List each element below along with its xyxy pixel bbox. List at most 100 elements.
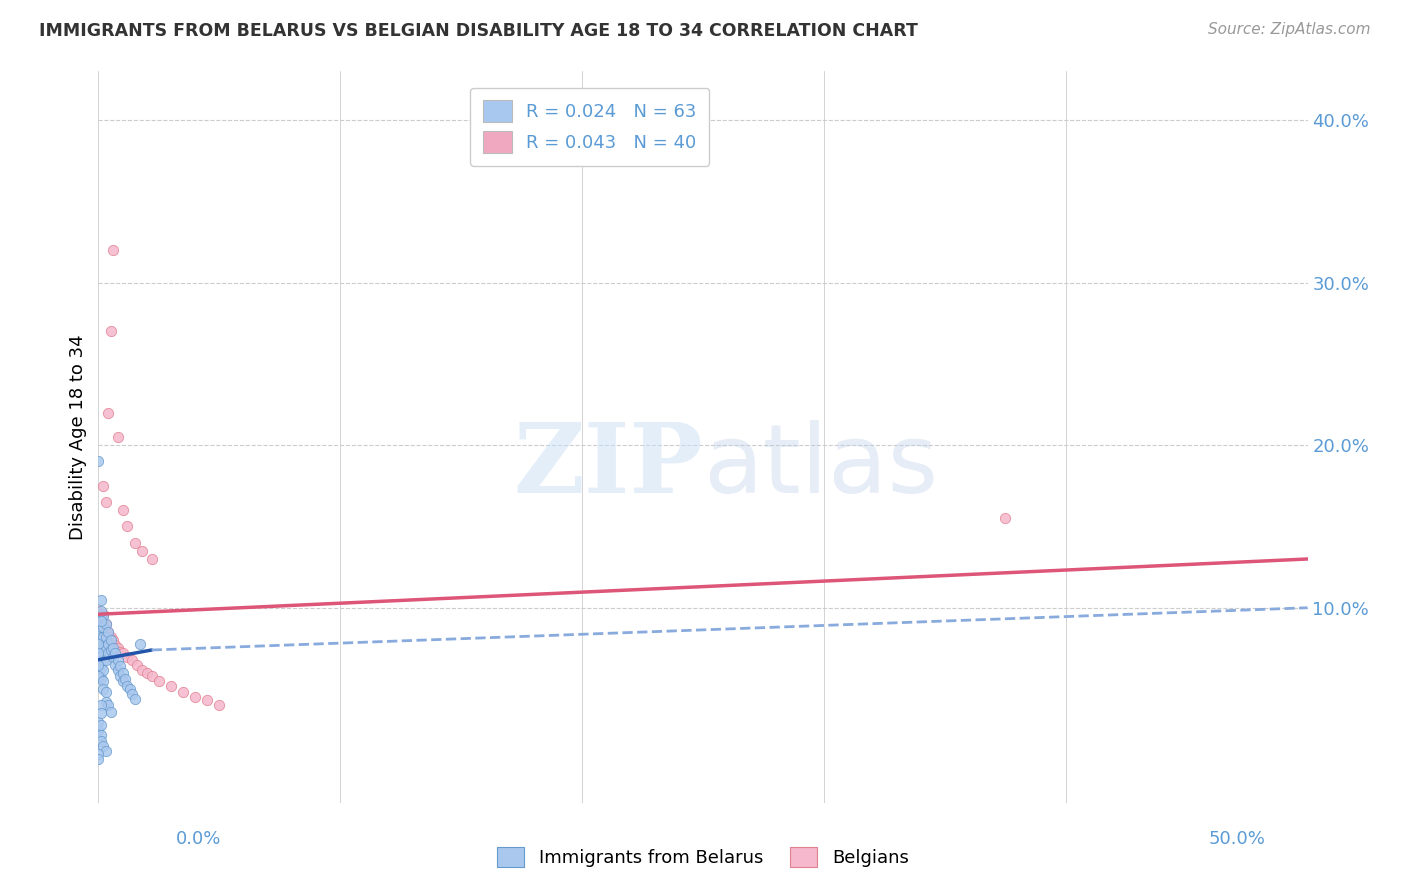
Point (111, 646, 134, 660)
Point (97, 625, 120, 640)
Point (114, 673, 136, 687)
Point (90, 698, 112, 713)
Point (121, 687, 143, 701)
Point (100, 705, 122, 719)
Point (90, 608, 112, 623)
Point (107, 663, 129, 677)
Point (184, 690, 207, 705)
Point (91, 630, 114, 644)
Point (131, 544, 153, 558)
Point (160, 679, 183, 693)
Point (91, 739, 114, 753)
Point (135, 665, 157, 680)
Text: Source: ZipAtlas.com: Source: ZipAtlas.com (1208, 22, 1371, 37)
Point (97, 406, 120, 420)
Point (94, 630, 117, 644)
Point (107, 641, 129, 656)
Point (100, 636, 122, 650)
Point (117, 649, 139, 664)
Point (90, 620, 112, 634)
Text: 50.0%: 50.0% (1209, 830, 1265, 847)
Point (91, 620, 114, 634)
Point (87, 747, 110, 761)
Point (87, 604, 110, 618)
Point (117, 519, 139, 533)
Point (91, 641, 114, 656)
Point (90, 706, 112, 721)
Point (90, 607, 112, 622)
Point (172, 685, 194, 699)
Legend: R = 0.024   N = 63, R = 0.043   N = 40: R = 0.024 N = 63, R = 0.043 N = 40 (470, 87, 709, 166)
Point (100, 325, 122, 339)
Point (111, 665, 134, 680)
Point (90, 641, 112, 656)
Point (97, 636, 120, 650)
Text: atlas: atlas (703, 420, 938, 513)
Point (121, 653, 143, 667)
Point (108, 645, 131, 659)
Point (90, 661, 112, 675)
Point (97, 625, 120, 640)
Point (111, 503, 134, 517)
Point (141, 552, 163, 566)
Text: IMMIGRANTS FROM BELARUS VS BELGIAN DISABILITY AGE 18 TO 34 CORRELATION CHART: IMMIGRANTS FROM BELARUS VS BELGIAN DISAB… (39, 22, 918, 40)
Point (100, 643, 122, 657)
Point (131, 663, 153, 677)
Point (208, 698, 231, 713)
Point (94, 617, 117, 632)
Point (94, 641, 117, 656)
Point (128, 636, 150, 650)
Point (91, 653, 114, 667)
Point (101, 649, 124, 664)
Point (94, 495, 117, 509)
Point (90, 604, 112, 618)
Point (90, 592, 112, 607)
Point (91, 608, 114, 623)
Text: ZIP: ZIP (513, 419, 703, 513)
Point (91, 673, 114, 688)
Point (87, 646, 110, 660)
Point (94, 625, 117, 640)
Point (87, 714, 110, 729)
Point (104, 638, 127, 652)
Point (87, 454, 110, 468)
Point (994, 511, 1017, 525)
Point (90, 614, 112, 628)
Point (94, 695, 117, 709)
Point (117, 679, 139, 693)
Point (90, 649, 112, 664)
Legend: Immigrants from Belarus, Belgians: Immigrants from Belarus, Belgians (491, 839, 915, 874)
Point (118, 681, 141, 696)
Point (97, 633, 120, 648)
Point (101, 633, 124, 648)
Point (91, 479, 114, 493)
Point (108, 669, 131, 683)
Point (124, 535, 146, 549)
Point (87, 723, 110, 737)
Point (141, 669, 163, 683)
Point (91, 681, 114, 696)
Point (87, 657, 110, 672)
Point (94, 617, 117, 632)
Point (90, 734, 112, 748)
Point (101, 641, 124, 656)
Point (107, 653, 129, 667)
Point (87, 636, 110, 650)
Point (91, 617, 114, 632)
Point (100, 633, 122, 648)
Point (148, 673, 170, 688)
Y-axis label: Disability Age 18 to 34: Disability Age 18 to 34 (69, 334, 87, 540)
Point (94, 685, 117, 699)
Point (90, 671, 112, 685)
Point (104, 657, 127, 672)
Point (90, 630, 112, 644)
Point (108, 659, 131, 673)
Point (87, 669, 110, 683)
Point (94, 744, 117, 758)
Point (195, 693, 218, 707)
Point (97, 698, 120, 713)
Point (91, 607, 114, 622)
Point (90, 617, 112, 632)
Point (111, 673, 134, 688)
Point (90, 718, 112, 732)
